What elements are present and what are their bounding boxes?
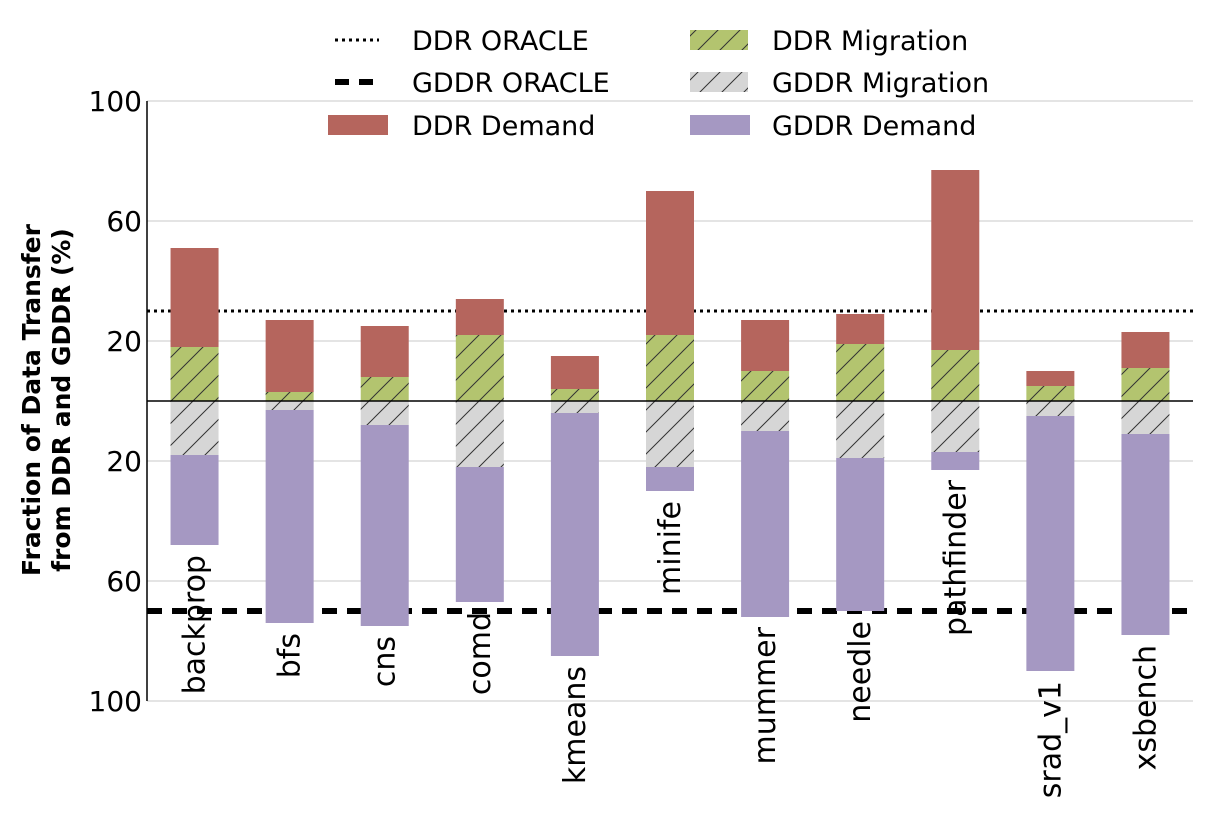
y-tick-upper-20: 20 — [106, 325, 142, 358]
bar-bfs-gddr-demand — [265, 410, 314, 623]
bar-srad_v1-ddr-migration-hatch — [1026, 386, 1075, 401]
bars — [170, 170, 1170, 671]
category-label-needle: needle — [843, 621, 878, 723]
legend-swatch-ddr-migration-hatch — [690, 30, 748, 50]
legend-label-gddr-migration: GDDR Migration — [772, 68, 989, 99]
bar-needle-ddr-migration-hatch — [836, 344, 885, 401]
bar-backprop-gddr-demand — [170, 455, 219, 545]
category-label-srad_v1: srad_v1 — [1033, 681, 1068, 798]
bar-srad_v1-gddr-migration-hatch — [1026, 401, 1075, 416]
bar-kmeans-ddr-demand — [550, 356, 599, 389]
category-label-mummer: mummer — [748, 626, 783, 764]
bar-kmeans-gddr-demand — [550, 413, 599, 656]
bar-comd-gddr-demand — [455, 467, 504, 602]
bar-pathfinder-ddr-migration-hatch — [931, 350, 980, 401]
bar-backprop-gddr-migration-hatch — [170, 401, 219, 455]
category-label-pathfinder: pathfinder — [938, 479, 973, 636]
legend-label-gddr-demand: GDDR Demand — [772, 111, 976, 142]
bar-cns-ddr-demand — [360, 326, 409, 377]
y-tick-lower-100: 100 — [89, 685, 142, 718]
bar-bfs-ddr-demand — [265, 320, 314, 392]
legend: DDR ORACLE DDR Migration GDDR ORACLE GDDR M… — [328, 26, 989, 142]
y-tick-upper-60: 60 — [106, 205, 142, 238]
bar-kmeans-ddr-migration-hatch — [550, 389, 599, 401]
bar-needle-ddr-demand — [836, 314, 885, 344]
bar-minife-ddr-demand — [646, 191, 694, 335]
bar-mummer-ddr-demand — [741, 320, 790, 371]
bar-minife-gddr-demand — [646, 467, 694, 491]
bar-pathfinder-gddr-migration-hatch — [931, 401, 980, 452]
category-label-comd: comd — [463, 612, 498, 695]
bar-cns-gddr-migration-hatch — [360, 401, 409, 425]
y-tick-upper-100: 100 — [89, 85, 142, 118]
legend-label-ddr-migration: DDR Migration — [772, 26, 968, 57]
bar-xsbench-ddr-demand — [1121, 332, 1170, 368]
bar-xsbench-ddr-migration-hatch — [1121, 368, 1170, 401]
y-tick-lower-60: 60 — [106, 565, 142, 598]
y-axis-title-line-1: Fraction of Data Transfer — [17, 223, 46, 576]
y-axis-title: Fraction of Data Transferfrom DDR and GD… — [17, 223, 76, 576]
bar-cns-ddr-migration-hatch — [360, 377, 409, 401]
bar-comd-gddr-migration-hatch — [455, 401, 504, 467]
legend-label-ddr-oracle: DDR ORACLE — [412, 26, 589, 57]
bar-comd-ddr-demand — [455, 299, 504, 335]
bar-backprop-ddr-migration-hatch — [170, 347, 219, 401]
category-label-cns: cns — [368, 636, 403, 687]
bar-comd-ddr-migration-hatch — [455, 335, 504, 401]
axes — [146, 101, 1193, 701]
bar-minife-ddr-migration-hatch — [646, 335, 694, 401]
category-label-bfs: bfs — [273, 633, 308, 678]
y-tick-lower-20: 20 — [106, 445, 142, 478]
category-label-minife: minife — [653, 501, 688, 595]
bar-pathfinder-ddr-demand — [931, 170, 980, 350]
tick-labels: 100 60 20 20 60 100 — [89, 85, 142, 718]
bar-bfs-gddr-migration-hatch — [265, 401, 314, 410]
bar-srad_v1-ddr-demand — [1026, 371, 1075, 386]
y-axis-label: Fraction of Data Transferfrom DDR and GD… — [17, 223, 76, 576]
category-label-kmeans: kmeans — [558, 666, 593, 784]
bar-mummer-ddr-migration-hatch — [741, 371, 790, 401]
bar-mummer-gddr-migration-hatch — [741, 401, 790, 431]
legend-label-ddr-demand: DDR Demand — [412, 111, 595, 142]
bar-xsbench-gddr-demand — [1121, 434, 1170, 635]
bar-bfs-ddr-migration-hatch — [265, 392, 314, 401]
bar-minife-gddr-migration-hatch — [646, 401, 694, 467]
category-label-backprop: backprop — [178, 555, 213, 694]
legend-swatch-gddr-demand — [690, 115, 750, 135]
bar-cns-gddr-demand — [360, 425, 409, 626]
bar-needle-gddr-demand — [836, 458, 885, 611]
bar-pathfinder-gddr-demand — [931, 452, 980, 470]
bar-srad_v1-gddr-demand — [1026, 416, 1075, 671]
bar-mummer-gddr-demand — [741, 431, 790, 617]
legend-label-gddr-oracle: GDDR ORACLE — [412, 68, 610, 99]
bar-backprop-ddr-demand — [170, 248, 219, 347]
bar-xsbench-gddr-migration-hatch — [1121, 401, 1170, 434]
category-label-xsbench: xsbench — [1128, 645, 1163, 770]
legend-swatch-ddr-demand — [328, 115, 388, 135]
y-axis-title-line-2: from DDR and GDDR (%) — [47, 228, 76, 572]
category-labels: backprop bfs cns comd kmeans minife mummer need… — [178, 479, 1164, 798]
bar-kmeans-gddr-migration-hatch — [550, 401, 599, 413]
bar-needle-gddr-migration-hatch — [836, 401, 885, 458]
legend-swatch-gddr-migration-hatch — [690, 72, 748, 92]
